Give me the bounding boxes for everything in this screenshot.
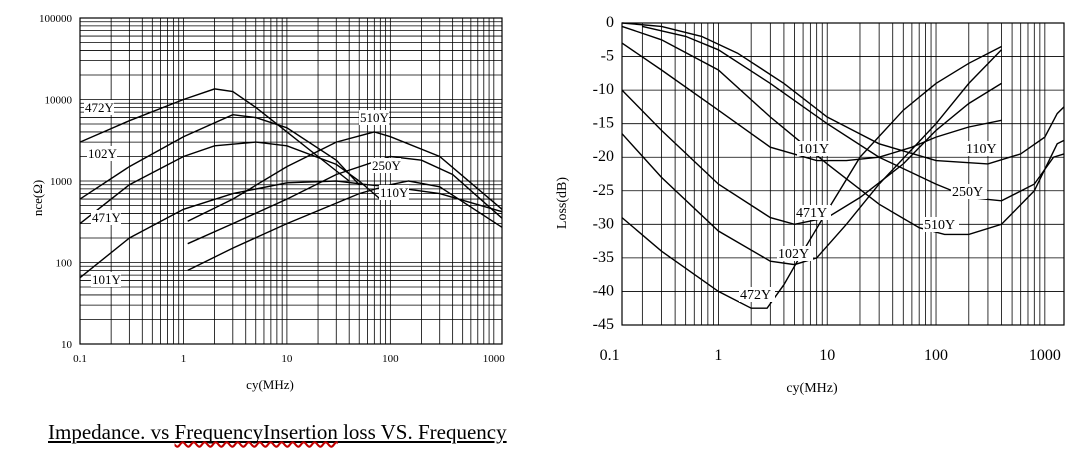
loss-x-tick-label: 1000 — [1029, 347, 1061, 364]
loss-label-110y: 110Y — [966, 142, 997, 157]
impedance-tick-labels: 10 100 1000 10000 100000 0.1 1 10 100 1000 — [39, 13, 505, 365]
impedance-curve-labels: 472Y 102Y 471Y 101Y 510Y 250Y 110Y — [84, 100, 409, 287]
loss-label-bg — [739, 287, 775, 302]
impedance-curve-510y — [187, 131, 503, 222]
loss-curve-250y — [642, 25, 1065, 202]
loss-label-bg — [923, 217, 959, 232]
loss-label-471y: 471Y — [796, 206, 827, 221]
impedance-y-tick-label: 100000 — [39, 13, 73, 25]
impedance-y-tick-label: 10 — [61, 339, 73, 351]
impedance-label-472y: 472Y — [85, 100, 115, 115]
impedance-label-102y: 102Y — [88, 146, 118, 161]
impedance-label-471y: 471Y — [92, 210, 122, 225]
impedance-curves — [79, 88, 503, 279]
impedance-label-bg — [91, 272, 121, 287]
impedance-label-bg — [84, 100, 114, 115]
loss-y-tick-label: -20 — [593, 148, 614, 165]
impedance-label-bg — [379, 185, 409, 200]
impedance-y-tick-label: 100 — [56, 258, 73, 270]
impedance-x-tick-label: 10 — [281, 353, 293, 365]
loss-plot-frame — [621, 22, 1065, 326]
impedance-curve-102y — [79, 113, 360, 200]
loss-y-tick-label: -5 — [601, 48, 614, 65]
loss-label-472y: 472Y — [740, 288, 771, 303]
impedance-y-tick-label: 1000 — [50, 176, 73, 188]
impedance-curve-110y — [187, 180, 503, 272]
impedance-grid — [79, 17, 503, 345]
impedance-x-tick-label: 0.1 — [73, 353, 87, 365]
loss-label-250y: 250Y — [952, 185, 983, 200]
loss-x-tick-label: 0.1 — [600, 347, 620, 364]
caption-part-2: FrequencyInsertion — [174, 420, 338, 444]
loss-tick-labels: 0 -5 -10 -15 -20 -25 -30 -35 -40 -45 0.1 1 10 100 1000 — [593, 14, 1061, 364]
impedance-label-bg — [371, 158, 401, 173]
loss-y-tick-label: -25 — [593, 182, 614, 199]
impedance-curve-101y — [79, 180, 503, 279]
impedance-y-tick-label: 10000 — [45, 95, 73, 107]
loss-label-510y: 510Y — [924, 218, 955, 233]
loss-curves — [621, 22, 1065, 309]
loss-curve-101y — [621, 42, 1002, 162]
impedance-label-510y: 510Y — [360, 110, 390, 125]
loss-x-tick-label: 1 — [714, 347, 722, 364]
impedance-curve-250y — [187, 155, 503, 245]
loss-label-bg — [777, 246, 813, 261]
loss-curve-labels: 472Y 102Y 471Y 101Y 510Y 250Y 110Y — [739, 141, 1001, 303]
loss-y-tick-label: -45 — [593, 316, 614, 333]
loss-y-tick-label: -40 — [593, 282, 614, 299]
loss-curve-472y — [621, 45, 1002, 309]
loss-y-tick-label: 0 — [606, 14, 614, 31]
loss-y-tick-label: -35 — [593, 249, 614, 266]
loss-curve-102y — [621, 49, 1003, 266]
loss-curve-510y — [621, 25, 1065, 236]
impedance-y-axis-label: nce(Ω) — [30, 180, 45, 216]
loss-x-tick-label: 10 — [819, 347, 835, 364]
impedance-label-101y: 101Y — [92, 272, 122, 287]
loss-y-tick-label: -15 — [593, 115, 614, 132]
impedance-label-bg — [87, 146, 117, 161]
loss-label-101y: 101Y — [798, 142, 829, 157]
impedance-x-axis-label: cy(MHz) — [246, 377, 294, 392]
impedance-x-tick-label: 1 — [181, 353, 187, 365]
impedance-label-110y: 110Y — [380, 185, 409, 200]
loss-label-bg — [797, 141, 833, 156]
loss-label-bg — [965, 141, 1001, 156]
loss-grid — [621, 22, 1065, 326]
impedance-label-250y: 250Y — [372, 158, 402, 173]
impedance-curve-472y — [79, 88, 350, 182]
impedance-label-bg — [359, 110, 389, 125]
insertion-loss-chart: 0 -5 -10 -15 -20 -25 -30 -35 -40 -45 0.1 1 10 100 1000… — [555, 14, 1065, 396]
loss-y-axis-label: Loss(dB) — [555, 177, 570, 229]
figure-caption: Impedance. vs FrequencyInsertion loss VS… — [48, 420, 507, 445]
loss-y-tick-label: -10 — [593, 81, 614, 98]
impedance-curve-471y — [79, 141, 381, 225]
loss-label-bg — [795, 205, 831, 220]
impedance-x-tick-label: 100 — [382, 353, 399, 365]
loss-y-tick-label: -30 — [593, 215, 614, 232]
caption-part-1: Impedance. vs — [48, 420, 175, 444]
loss-x-tick-label: 100 — [924, 347, 948, 364]
loss-label-bg — [951, 184, 987, 199]
impedance-label-bg — [91, 210, 121, 225]
loss-x-axis-label: cy(MHz) — [786, 381, 838, 396]
caption-part-3: loss VS. Frequency — [337, 420, 507, 444]
loss-curve-110y — [621, 22, 1065, 165]
impedance-x-tick-label: 1000 — [483, 353, 506, 365]
loss-label-102y: 102Y — [778, 247, 809, 262]
